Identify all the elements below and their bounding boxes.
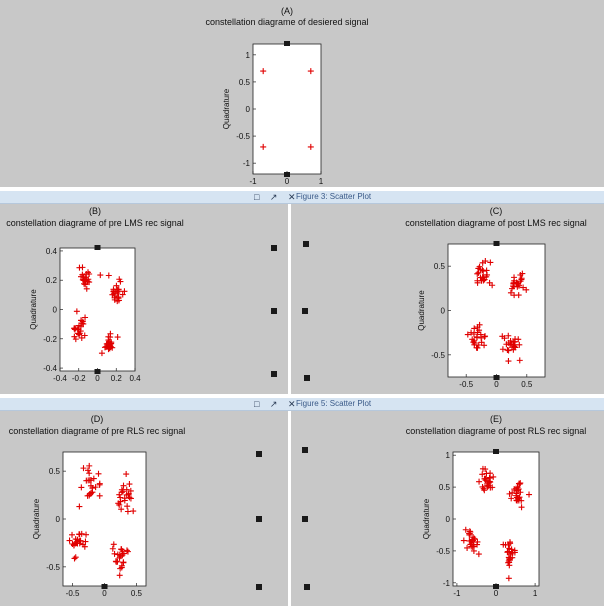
y-tick-label: 0 (446, 515, 451, 524)
y-tick-label: -1 (443, 579, 451, 588)
y-tick-label: 0.5 (439, 483, 451, 492)
x-tick-label: 0 (494, 589, 499, 598)
y-tick-label: -0.5 (436, 547, 450, 556)
axis-marker (493, 584, 499, 589)
plot-e: 1 0.5 0 -0.5 -1-1 0 1 Quadrature (422, 449, 539, 598)
x-tick-label: 1 (533, 589, 538, 598)
x-tick-label: -1 (453, 589, 461, 598)
y-tick-label: 1 (446, 451, 451, 460)
plot-area (453, 452, 539, 586)
axis-marker (493, 449, 499, 454)
y-axis-label: Quadrature (422, 498, 431, 539)
